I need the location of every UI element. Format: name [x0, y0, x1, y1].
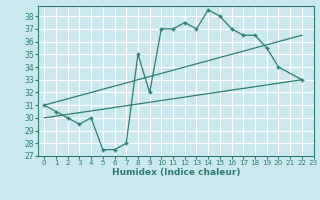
X-axis label: Humidex (Indice chaleur): Humidex (Indice chaleur) — [112, 168, 240, 177]
